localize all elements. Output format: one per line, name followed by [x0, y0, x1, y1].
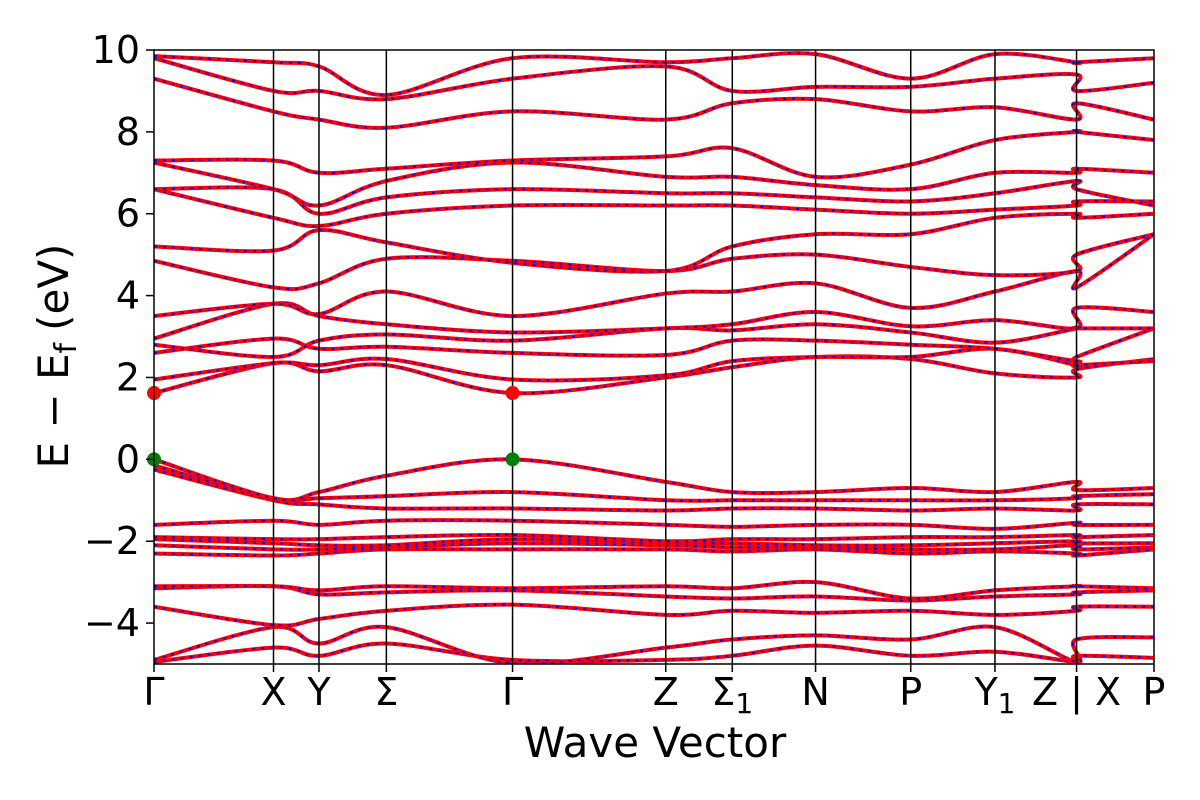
band-line-dashed [154, 347, 1154, 382]
band-line-dashed [154, 603, 1154, 627]
x-tick-label: Z [653, 670, 679, 714]
band-line [154, 602, 1154, 628]
band-line [154, 301, 1154, 341]
x-tick-label: N [801, 670, 829, 714]
band-line [154, 76, 1154, 130]
band-line [154, 624, 1154, 664]
band-line-dashed [154, 625, 1154, 664]
y-axis-label-main: E − E [29, 353, 78, 468]
band-line-dashed [154, 548, 1154, 557]
band-line-dashed [154, 533, 1154, 543]
x-tick-label: Σ1 [711, 670, 753, 720]
cbm-marker [505, 386, 520, 401]
band-line-dashed [154, 519, 1154, 530]
x-axis-label: Wave Vector [524, 718, 787, 767]
band-line-dashed [154, 323, 1154, 359]
band-line-dashed [154, 212, 1154, 273]
x-tick-label: X [260, 670, 286, 714]
band-line-dashed [154, 542, 1154, 551]
band-edge-markers [147, 386, 520, 467]
x-tick-label: Y [306, 670, 331, 714]
band-line-dashed [154, 538, 1154, 547]
band-line-dashed [154, 642, 1154, 663]
band-line-dashed [154, 468, 1154, 512]
band-line-dashed [154, 233, 1154, 291]
band-line [154, 211, 1154, 274]
band-line-dashed [154, 585, 1154, 602]
band-line-dashed [154, 464, 1154, 502]
band-line-dashed [154, 188, 1154, 228]
y-tick-label: 2 [116, 355, 140, 399]
bands-layer [154, 51, 1154, 664]
y-axis-label: E − Ef (eV) [29, 244, 84, 469]
x-tick-label: P [899, 670, 922, 714]
y-axis: −4 −2 0 2 4 6 8 10 [84, 28, 154, 645]
x-tick-label: Z | X [1032, 670, 1121, 715]
x-axis: Γ X Y Σ Γ Z Σ1 N P Y1 Z | X P [143, 664, 1165, 720]
y-tick-label: 0 [116, 437, 140, 481]
band-line-dashed [154, 580, 1154, 600]
y-tick-label: 6 [116, 192, 140, 236]
band-line [154, 232, 1154, 292]
y-tick-label: −2 [84, 519, 140, 563]
y-tick-label: −4 [84, 601, 140, 645]
y-tick-label: 4 [116, 274, 140, 318]
band-line [154, 518, 1154, 531]
high-symmetry-lines [272, 50, 1078, 664]
y-axis-label-unit: (eV) [29, 244, 78, 331]
x-tick-label-sub: 1 [735, 687, 753, 720]
x-tick-label: Γ [143, 670, 164, 714]
y-tick-label: 8 [116, 110, 140, 154]
x-tick-label: Σ [374, 670, 398, 714]
x-tick-label-sub: 1 [998, 687, 1016, 720]
y-tick-label: 10 [92, 28, 140, 72]
x-tick-label: Γ [502, 670, 523, 714]
vbm-marker [505, 452, 520, 467]
y-axis-label-sub: f [49, 341, 84, 353]
band-line [154, 51, 1154, 98]
band-line-dashed [154, 52, 1154, 97]
band-line [154, 532, 1154, 544]
x-tick-label: P [1143, 670, 1166, 714]
plot-frame [153, 49, 1155, 665]
x-tick-label: Y1 [973, 670, 1015, 720]
band-line [154, 457, 1154, 503]
